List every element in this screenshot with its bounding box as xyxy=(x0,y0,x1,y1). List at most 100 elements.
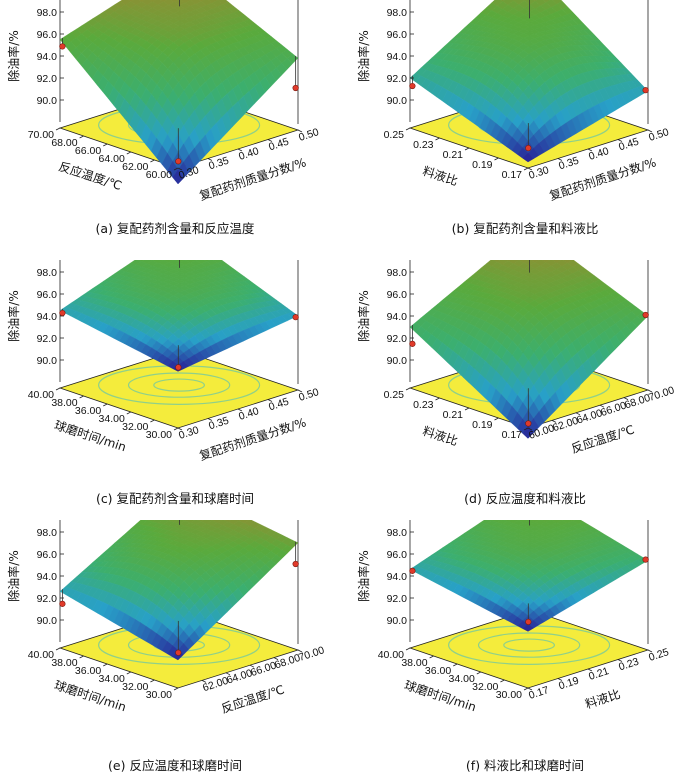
surface-chart-f: 90.092.094.096.098.0100.0除油率/%30.0032.00… xyxy=(356,520,671,714)
surface-chart-d: 90.092.094.096.098.0100.0除油率/%0.170.190.… xyxy=(356,260,676,456)
right-tick-b xyxy=(647,129,653,133)
z-tick-label-c: 98.0 xyxy=(37,267,58,279)
z-tick-label-e: 94.0 xyxy=(37,571,58,583)
z-tick-label-c: 94.0 xyxy=(37,311,58,323)
left-tick-b xyxy=(494,157,499,161)
left-tick-label-e: 30.00 xyxy=(146,689,172,701)
chart-panel-f: 90.092.094.096.098.0100.0除油率/%30.0032.00… xyxy=(350,520,700,780)
caption-d: (d) 反应温度和料液比 xyxy=(464,491,586,506)
design-points-c xyxy=(59,260,299,371)
left-tick-label-c: 34.00 xyxy=(99,413,125,425)
z-tick-label-c: 92.0 xyxy=(37,333,58,345)
left-tick-d xyxy=(405,387,411,391)
surface-cell-a xyxy=(159,0,168,3)
z-tick-label-e: 92.0 xyxy=(37,593,58,605)
design-points-b xyxy=(409,0,649,152)
left-tick-f xyxy=(523,687,529,691)
surface-cell-f xyxy=(503,520,511,522)
left-tick-c xyxy=(103,403,108,407)
surface-cell-b xyxy=(533,0,538,2)
design-point-e xyxy=(175,649,182,656)
design-point-b xyxy=(642,87,649,94)
left-tick-d xyxy=(523,427,529,431)
left-tick-label-a: 60.00 xyxy=(146,169,172,181)
right-tick-c xyxy=(237,408,243,412)
left-tick-b xyxy=(405,127,411,131)
left-tick-c xyxy=(79,395,84,399)
z-axis-label-d: 除油率/% xyxy=(356,290,371,341)
z-tick-label-a: 94.0 xyxy=(37,51,58,63)
design-point-f xyxy=(525,618,532,625)
left-tick-a xyxy=(55,127,61,131)
plot-area-d: 90.092.094.096.098.0100.0除油率/%0.170.190.… xyxy=(356,260,676,456)
floor-contour-c xyxy=(127,372,231,398)
left-tick-label-d: 0.21 xyxy=(443,409,464,421)
z-tick-label-b: 90.0 xyxy=(387,95,408,107)
left-tick-b xyxy=(523,167,529,171)
right-tick-c xyxy=(267,399,273,402)
surface-cell-a xyxy=(128,0,134,2)
design-point-a xyxy=(292,84,299,92)
design-point-c xyxy=(59,309,66,317)
left-tick-label-f: 32.00 xyxy=(472,681,498,693)
surface-cell-a xyxy=(138,0,145,2)
z-tick-label-d: 92.0 xyxy=(387,333,408,345)
left-tick-label-a: 62.00 xyxy=(122,161,148,173)
left-tick-d xyxy=(435,397,440,401)
right-tick-b xyxy=(617,139,623,142)
right-tick-b xyxy=(527,167,533,171)
right-tick-label-a: 0.50 xyxy=(297,126,320,144)
right-tick-label-b: 0.50 xyxy=(647,126,670,144)
floor-contour-c xyxy=(153,378,206,392)
left-tick-label-c: 40.00 xyxy=(28,389,54,401)
surface-chart-e: 90.092.094.096.098.0100.0除油率/%30.0032.00… xyxy=(6,520,326,716)
right-tick-e xyxy=(249,664,255,668)
design-point-c xyxy=(175,364,182,371)
z-tick-label-c: 96.0 xyxy=(37,289,58,301)
left-tick-d xyxy=(464,407,470,411)
left-tick-c xyxy=(150,419,155,423)
left-tick-label-d: 0.17 xyxy=(502,429,523,441)
surface-cell-a xyxy=(149,0,156,2)
left-tick-e xyxy=(103,663,108,667)
left-tick-label-f: 40.00 xyxy=(378,649,404,661)
z-tick-label-d: 98.0 xyxy=(387,267,408,279)
right-tick-e xyxy=(225,672,231,676)
left-tick-f xyxy=(476,671,481,675)
left-tick-a xyxy=(126,151,131,155)
left-tick-label-f: 38.00 xyxy=(401,657,427,669)
plot-area-c: 90.092.094.096.098.0100.0除油率/%30.0032.00… xyxy=(6,260,321,463)
right-tick-b xyxy=(557,158,563,161)
left-tick-label-e: 34.00 xyxy=(99,673,125,685)
left-axis-label-d: 料液比 xyxy=(421,423,460,448)
right-tick-label-e: 70.00 xyxy=(297,644,326,664)
caption-a: (a) 复配药剂含量和反应温度 xyxy=(95,221,255,236)
right-axis-label-f: 料液比 xyxy=(583,686,622,711)
right-tick-a xyxy=(297,129,303,133)
z-tick-label-d: 90.0 xyxy=(387,355,408,367)
right-tick-f xyxy=(587,668,593,672)
surface-cell-a xyxy=(172,169,184,185)
left-tick-f xyxy=(453,663,458,667)
left-tick-e xyxy=(150,679,155,683)
right-tick-a xyxy=(267,139,273,142)
left-tick-e xyxy=(126,671,131,675)
right-tick-c xyxy=(207,418,213,421)
left-tick-a xyxy=(150,159,155,163)
right-tick-d xyxy=(527,427,533,431)
z-tick-label-d: 94.0 xyxy=(387,311,408,323)
right-tick-label-c: 0.50 xyxy=(297,386,320,404)
design-point-b xyxy=(525,145,532,152)
left-tick-c xyxy=(126,411,131,415)
design-points-f xyxy=(409,520,649,625)
z-tick-label-e: 96.0 xyxy=(37,549,58,561)
design-point-d xyxy=(525,420,532,427)
left-tick-e xyxy=(79,655,84,659)
left-tick-b xyxy=(435,137,440,141)
design-point-e xyxy=(292,560,299,568)
